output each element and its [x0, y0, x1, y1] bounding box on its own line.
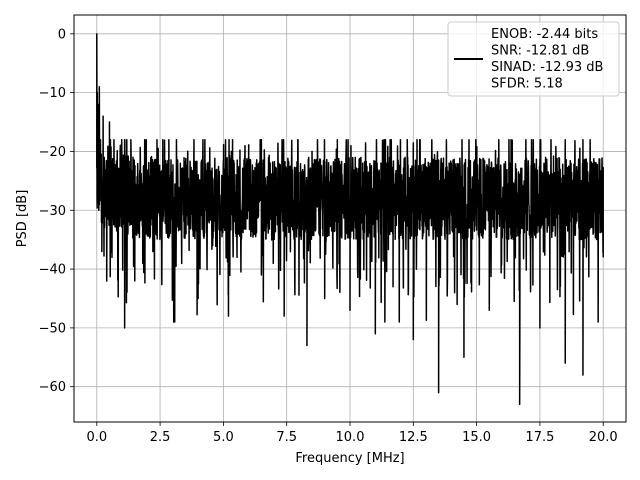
x-tick-label: 0.0	[86, 430, 107, 445]
y-tick-label: −60	[39, 380, 66, 395]
y-tick-label: −30	[39, 204, 66, 219]
legend-box	[447, 21, 620, 97]
x-tick-label: 7.5	[276, 430, 297, 445]
legend-entry-snr: SNR: -12.81 dB	[491, 44, 589, 59]
x-tick-label: 10.0	[336, 430, 365, 445]
tick-marks: 0.0 2.5 5.0 7.5 10.0 12.5 15.0 17.5 20.0 0 −10 −20 −…	[39, 27, 618, 445]
x-tick-label: 17.5	[525, 430, 554, 445]
x-axis-label: Frequency [MHz]	[295, 451, 404, 466]
legend-entry-sinad: SINAD: -12.93 dB	[491, 60, 603, 75]
x-tick-label: 15.0	[462, 430, 491, 445]
y-tick-label: −20	[39, 145, 66, 160]
legend: ENOB: -2.44 bits SNR: -12.81 dB SINAD: -…	[447, 21, 620, 97]
x-tick-label: 12.5	[399, 430, 428, 445]
legend-entry-sfdr: SFDR: 5.18	[491, 77, 563, 92]
psd-series-line	[96, 33, 604, 406]
y-axis-label: PSD [dB]	[15, 190, 30, 248]
y-tick-label: −50	[39, 321, 66, 336]
x-tick-label: 5.0	[213, 430, 234, 445]
x-tick-label: 2.5	[150, 430, 171, 445]
x-tick-label: 20.0	[589, 430, 618, 445]
legend-entry-enob: ENOB: -2.44 bits	[491, 27, 598, 42]
y-tick-label: 0	[58, 27, 66, 42]
plot-area	[96, 33, 604, 406]
y-tick-label: −40	[39, 263, 66, 278]
y-tick-label: −10	[39, 86, 66, 101]
